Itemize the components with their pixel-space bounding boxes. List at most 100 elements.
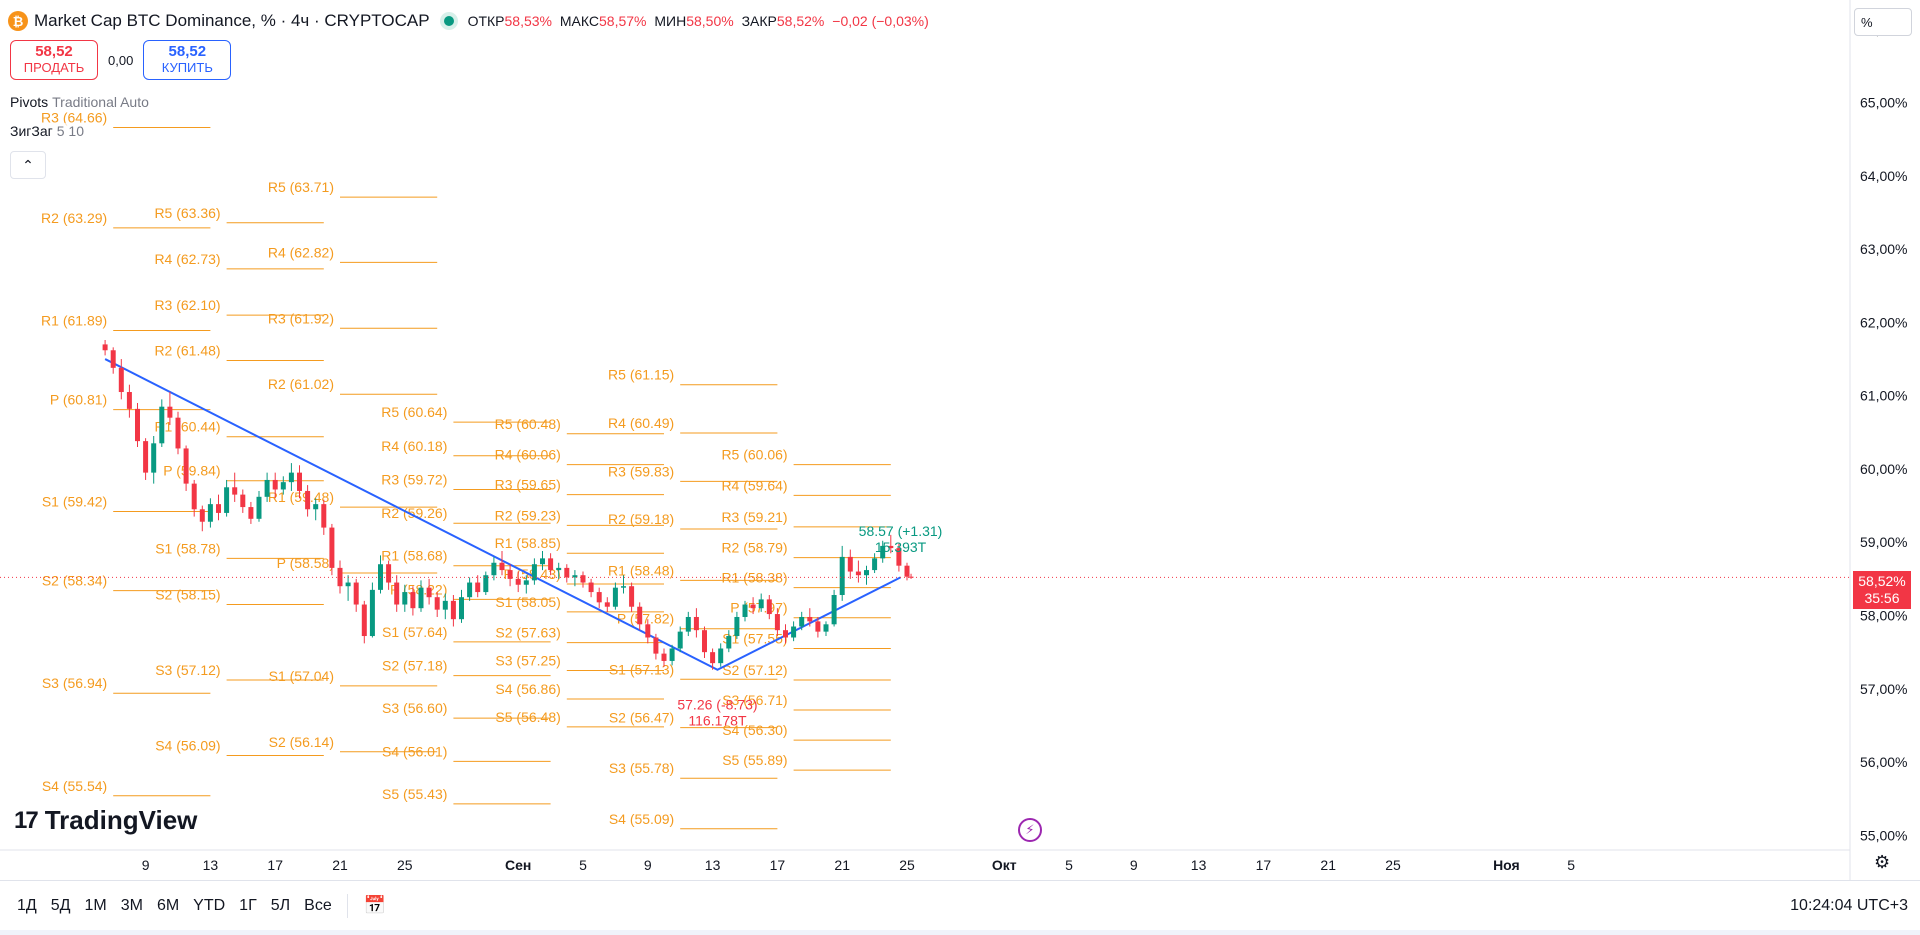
change-value: −0,02 (−0,03%): [832, 13, 929, 29]
pivot-label: S4 (56.30): [722, 722, 787, 738]
symbol-title[interactable]: Market Cap BTC Dominance, % · 4ч · CRYPT…: [34, 11, 430, 30]
x-tick-label: 13: [203, 857, 219, 873]
candle-body: [272, 479, 278, 490]
tradingview-logo[interactable]: 17 TradingView: [14, 805, 198, 835]
x-tick-label: 5: [579, 857, 587, 873]
flash-icon[interactable]: ⚡: [1018, 818, 1042, 842]
range-all[interactable]: Все: [304, 896, 332, 914]
x-tick-label: 5: [1567, 857, 1575, 873]
pivot-label: R2 (58.79): [721, 540, 787, 556]
unit-selector[interactable]: %: [1854, 8, 1912, 36]
pivot-label: S1 (58.05): [495, 594, 560, 610]
x-tick-label: 25: [899, 857, 915, 873]
candle-body: [864, 570, 869, 576]
range-1y[interactable]: 1Г: [239, 896, 257, 914]
trade-panel: 58,52 ПРОДАТЬ 0,00 58,52 КУПИТЬ: [10, 40, 232, 80]
candle: [750, 597, 756, 615]
candle: [742, 600, 748, 622]
candle: [783, 624, 788, 644]
candle: [653, 633, 659, 660]
candle: [888, 534, 894, 554]
zigzag-annotations: 57.26 (-8.73)116.178T 58.57 (+1.31)15.393…: [677, 523, 942, 729]
candle-body: [240, 494, 246, 508]
sell-button[interactable]: 58,52 ПРОДАТЬ: [10, 40, 98, 80]
candle: [345, 575, 351, 601]
candle-body: [872, 558, 878, 571]
range-1d[interactable]: 1Д: [17, 896, 37, 914]
candle: [596, 587, 602, 609]
candle-body: [669, 648, 675, 661]
candle: [523, 575, 529, 594]
candle-body: [791, 626, 797, 638]
candle-body: [216, 504, 221, 513]
candle: [880, 540, 886, 563]
y-tick-label: 56,00%: [1860, 754, 1907, 770]
ohlc-values: ОТКР58,53% МАКС58,57% МИН58,50% ЗАКР58,5…: [467, 13, 929, 29]
x-tick-label: 21: [332, 857, 348, 873]
candle: [321, 499, 327, 535]
candle: [386, 560, 392, 590]
toolbar-divider: [346, 893, 348, 918]
candle: [726, 630, 732, 653]
pivot-label: S2 (57.12): [722, 662, 787, 678]
candle-body: [718, 648, 724, 664]
candle: [791, 621, 797, 642]
candle-body: [483, 575, 489, 593]
range-1m[interactable]: 1М: [84, 896, 107, 914]
gear-icon[interactable]: ⚙: [1874, 852, 1891, 872]
candle-body: [750, 604, 756, 609]
x-tick-label: 17: [770, 857, 786, 873]
market-status-icon: [443, 16, 454, 26]
candle-body: [908, 576, 914, 578]
candle: [353, 578, 359, 612]
candle-body: [369, 589, 375, 637]
range-5d[interactable]: 5Д: [50, 896, 71, 914]
collapse-legend-button[interactable]: ⌃: [10, 151, 46, 179]
candle: [669, 644, 675, 666]
x-tick-label: Сен: [505, 857, 531, 873]
range-ytd[interactable]: YTD: [193, 896, 226, 914]
candle-body: [702, 630, 707, 653]
candle-body: [677, 631, 683, 649]
candle: [693, 608, 699, 638]
candle-body: [742, 604, 748, 617]
range-3m[interactable]: 3М: [120, 896, 143, 914]
pivot-levels: R3 (64.66) R2 (63.29) R1 (61.89) P (60.81) S…: [41, 110, 891, 830]
range-6m[interactable]: 6М: [156, 896, 180, 914]
candle-body: [426, 587, 432, 598]
candle: [216, 494, 221, 521]
indicator-pivots[interactable]: Pivots Traditional Auto: [10, 94, 149, 110]
clock[interactable]: 10:24:04 UTC+3: [1790, 896, 1908, 914]
candle: [831, 589, 837, 627]
candle-body: [442, 600, 448, 610]
range-5y[interactable]: 5Л: [270, 896, 291, 914]
pivot-label: R1 (61.89): [41, 312, 107, 328]
calendar-icon[interactable]: 📅: [363, 895, 387, 915]
candle: [718, 643, 724, 667]
candle: [556, 562, 562, 579]
x-tick-label: 25: [1385, 857, 1401, 873]
pivot-label: R4 (60.49): [608, 415, 674, 431]
buy-button[interactable]: 58,52 КУПИТЬ: [143, 40, 232, 80]
y-tick-label: 63,00%: [1860, 241, 1907, 257]
x-tick-label: 17: [1256, 857, 1272, 873]
zigzag-annotation-volume: 15.393T: [875, 539, 927, 555]
pivot-label: R2 (61.02): [268, 376, 334, 392]
pivot-label: R4 (60.18): [381, 438, 447, 454]
x-tick-label: 9: [1130, 857, 1138, 873]
pivot-label: S4 (56.09): [155, 737, 220, 753]
candle-body: [329, 527, 335, 568]
candle-body: [288, 472, 294, 483]
candle: [183, 445, 189, 491]
candle-body: [402, 592, 408, 605]
pivot-label: R2 (59.18): [608, 511, 674, 527]
candle-body: [774, 614, 780, 631]
candle: [418, 580, 424, 612]
pivot-label: S2 (57.63): [495, 625, 560, 641]
candle-body: [321, 504, 327, 528]
tradingview-logo-icon: 17: [14, 806, 39, 834]
candle-body: [653, 637, 659, 654]
candle: [855, 560, 861, 583]
indicator-zigzag[interactable]: ЗигЗаг 5 10: [10, 123, 84, 139]
